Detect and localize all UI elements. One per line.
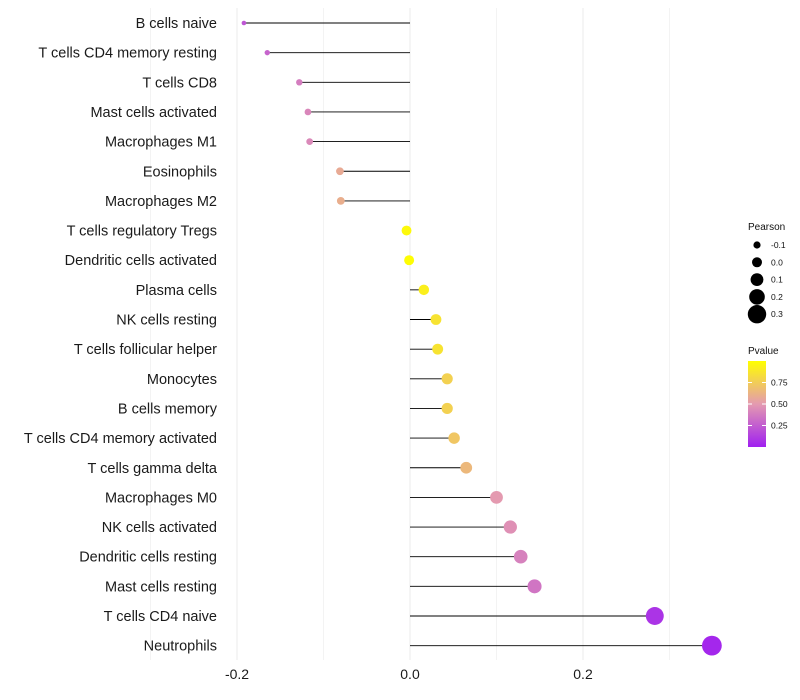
lollipop-point — [441, 402, 453, 415]
category-labels: B cells naive T cells CD4 memory resting T… — [24, 16, 218, 655]
category-label: T cells CD8 — [142, 75, 217, 91]
lollipop-point — [336, 197, 345, 205]
pearson-legend-label: 0.2 — [771, 292, 783, 302]
category-label: Macrophages M0 — [105, 490, 217, 506]
category-label: B cells naive — [136, 16, 217, 32]
x-axis-ticks: -0.2 0.0 0.2 — [225, 666, 593, 682]
category-label: Mast cells resting — [105, 579, 217, 595]
x-tick-label: 0.0 — [400, 666, 420, 682]
pearson-legend-label: 0.1 — [771, 275, 783, 285]
lollipop-point — [306, 138, 314, 145]
category-label: T cells regulatory Tregs — [67, 224, 217, 240]
category-label: Mast cells activated — [90, 105, 217, 121]
category-label: Eosinophils — [143, 164, 217, 180]
category-label: B cells memory — [118, 401, 218, 417]
lollipop-point — [490, 491, 503, 504]
pvalue-legend-label: 0.25 — [771, 421, 788, 431]
lollipop-point — [527, 579, 542, 594]
lollipop-point — [418, 284, 430, 296]
category-label: T cells follicular helper — [74, 342, 217, 358]
lollipop-point — [432, 343, 444, 355]
lollipop-point — [448, 432, 460, 444]
category-label: Dendritic cells resting — [79, 550, 217, 566]
pvalue-colorbar — [748, 361, 766, 447]
pearson-legend-key — [753, 241, 761, 249]
category-label: Macrophages M2 — [105, 194, 217, 210]
pearson-legend-key — [750, 273, 764, 286]
lollipop-points — [241, 20, 722, 656]
lollipop-point — [336, 167, 344, 176]
category-label: Plasma cells — [136, 283, 217, 299]
category-label: T cells CD4 naive — [104, 609, 217, 625]
lollipop-point — [401, 225, 412, 236]
pvalue-color-legend: Pvalue 0.75 0.50 0.25 — [748, 346, 788, 447]
category-label: T cells CD4 memory activated — [24, 431, 217, 447]
pearson-legend-key — [749, 289, 765, 305]
lollipop-point — [264, 49, 270, 56]
lollipop-point — [296, 79, 303, 86]
pvalue-legend-title: Pvalue — [748, 346, 779, 357]
category-label: T cells gamma delta — [88, 461, 218, 477]
category-label: Neutrophils — [144, 639, 217, 655]
pearson-legend-label: 0.0 — [771, 257, 783, 267]
x-tick-label: 0.2 — [573, 666, 593, 682]
lollipop-point — [503, 520, 517, 534]
category-label: Macrophages M1 — [105, 135, 217, 151]
category-label: T cells CD4 memory resting — [38, 46, 217, 62]
lollipop-point — [430, 314, 442, 325]
pearson-legend-label: -0.1 — [771, 240, 786, 250]
lollipop-stems — [243, 22, 712, 647]
lollipop-point — [304, 108, 312, 116]
pearson-size-legend: Pearson -0.1 0.0 0.1 0.2 0.3 — [747, 222, 786, 324]
gridlines — [150, 8, 670, 660]
lollipop-point — [460, 461, 473, 474]
category-label: NK cells resting — [116, 313, 217, 329]
lollipop-point — [645, 607, 664, 625]
pearson-legend-key — [747, 305, 767, 324]
pvalue-legend-label: 0.50 — [771, 399, 788, 409]
lollipop-point — [513, 549, 528, 564]
lollipop-point — [404, 255, 415, 266]
category-label: Monocytes — [147, 372, 217, 388]
pearson-legend-title: Pearson — [748, 222, 785, 233]
x-tick-label: -0.2 — [225, 666, 249, 682]
lollipop-point — [241, 20, 247, 26]
category-label: Dendritic cells activated — [65, 253, 217, 269]
pvalue-legend-label: 0.75 — [771, 378, 788, 388]
pearson-legend-label: 0.3 — [771, 309, 783, 319]
lollipop-point — [701, 635, 722, 656]
lollipop-point — [441, 373, 453, 385]
category-label: NK cells activated — [102, 520, 217, 536]
pearson-legend-key — [752, 257, 762, 268]
